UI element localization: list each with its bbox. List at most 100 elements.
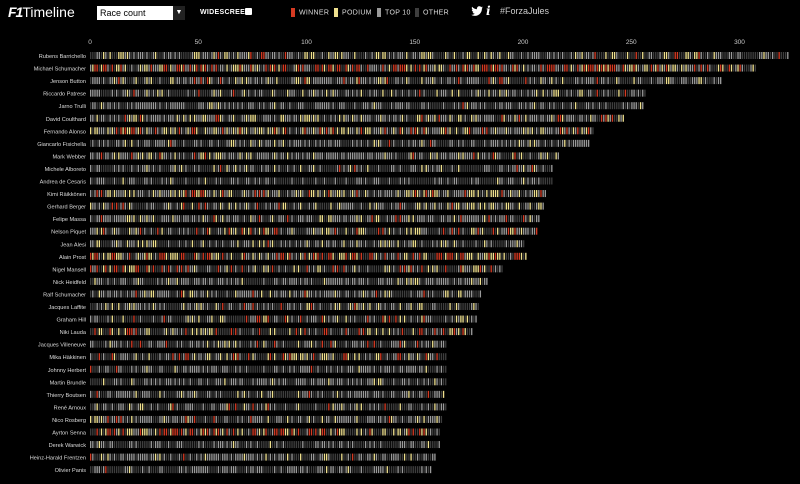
race-mark [743,52,746,59]
race-mark [445,252,447,260]
race-mark [254,277,256,285]
race-mark [566,102,568,110]
driver-row[interactable]: Rubens Barrichello [39,52,789,60]
race-mark [319,277,321,285]
race-mark [276,202,278,210]
race-mark [414,215,417,223]
race-mark [258,89,261,97]
race-mark [453,190,456,198]
race-mark [228,227,230,235]
race-mark [215,202,217,210]
race-mark [228,64,230,72]
driver-row[interactable]: Nigel Mansell [52,265,503,273]
race-mark [518,240,521,248]
race-mark [219,139,222,147]
race-mark [172,164,174,172]
race-mark [102,215,105,223]
hashtag-link[interactable]: #ForzaJules [500,6,550,16]
driver-row[interactable]: Ralf Schumacher [43,290,482,298]
race-mark [375,152,378,160]
race-mark [165,77,168,85]
race-mark [520,177,523,185]
race-mark [432,240,434,248]
race-mark [471,152,473,160]
race-mark [295,127,298,135]
race-mark [98,152,100,160]
race-mark [213,89,215,97]
race-mark [616,89,618,97]
race-mark [90,89,92,97]
race-mark [720,64,722,72]
driver-row[interactable]: Riccardo Patrese [43,89,646,98]
driver-row[interactable]: Michael Schumacher [34,64,756,73]
driver-row[interactable]: Fernando Alonso [44,127,594,135]
driver-row[interactable]: Kimi Räikkönen [47,190,546,198]
race-mark [92,64,94,72]
race-mark [347,139,349,147]
race-mark [133,240,135,248]
race-mark [100,190,103,198]
race-mark [510,114,512,122]
race-mark [512,215,514,223]
race-mark [239,52,241,59]
driver-row[interactable]: Nick Heidfeld [53,277,488,286]
driver-row[interactable]: Jenson Button [50,77,722,85]
race-mark [416,64,419,72]
driver-row[interactable]: David Coulthard [46,114,624,123]
race-mark [323,89,326,97]
race-mark [343,77,345,85]
race-mark [94,303,96,310]
metric-select[interactable]: Race count ▼ [97,6,185,20]
race-mark [390,177,393,185]
race-mark [540,152,542,160]
driver-row[interactable]: Felipe Massa [53,215,540,223]
twitter-bird-icon[interactable] [470,4,484,18]
driver-row[interactable]: Nelson Piquet [51,227,538,236]
driver-row[interactable]: Graham Hill [56,315,477,324]
driver-row[interactable]: Mark Webber [53,152,559,160]
race-mark [484,64,486,72]
driver-row[interactable]: Gerhard Berger [47,202,544,211]
race-mark [507,227,510,235]
race-mark [481,139,484,147]
driver-row[interactable]: Andrea de Cesaris [40,177,553,186]
race-mark [126,265,129,273]
race-mark [535,152,538,160]
driver-row[interactable]: Jarno Trulli [59,102,644,110]
race-mark [211,215,213,223]
widescreen-checkbox[interactable] [245,8,252,15]
race-mark [100,227,103,235]
race-mark [406,64,408,72]
race-mark [211,164,213,172]
driver-row[interactable]: Alain Prost [59,252,527,261]
race-mark [364,240,367,248]
race-mark [228,240,230,248]
driver-row[interactable]: Jacques Laffite [48,303,479,311]
race-mark [449,64,451,72]
driver-row[interactable]: Jean Alesi [61,240,525,248]
race-mark [657,52,659,59]
race-mark [115,127,118,135]
race-mark [217,64,220,72]
driver-row[interactable]: Michele Alboreto [45,164,553,173]
race-mark [282,89,285,97]
race-mark [185,315,187,323]
driver-row[interactable]: Giancarlo Fisichella [37,139,590,148]
race-mark [321,102,323,110]
race-mark [289,277,291,285]
race-mark [256,202,259,210]
race-mark [427,77,430,85]
info-icon[interactable]: i [486,4,491,18]
race-mark [289,240,291,248]
race-mark [334,114,336,122]
race-mark [345,240,347,248]
race-mark [503,190,505,198]
race-mark [343,240,345,248]
race-mark [609,64,611,72]
race-mark [174,265,176,273]
race-mark [401,102,404,110]
race-mark [440,77,443,85]
race-mark [375,127,378,135]
race-mark [241,190,243,198]
app-logo[interactable]: F1Timeline [8,4,75,20]
